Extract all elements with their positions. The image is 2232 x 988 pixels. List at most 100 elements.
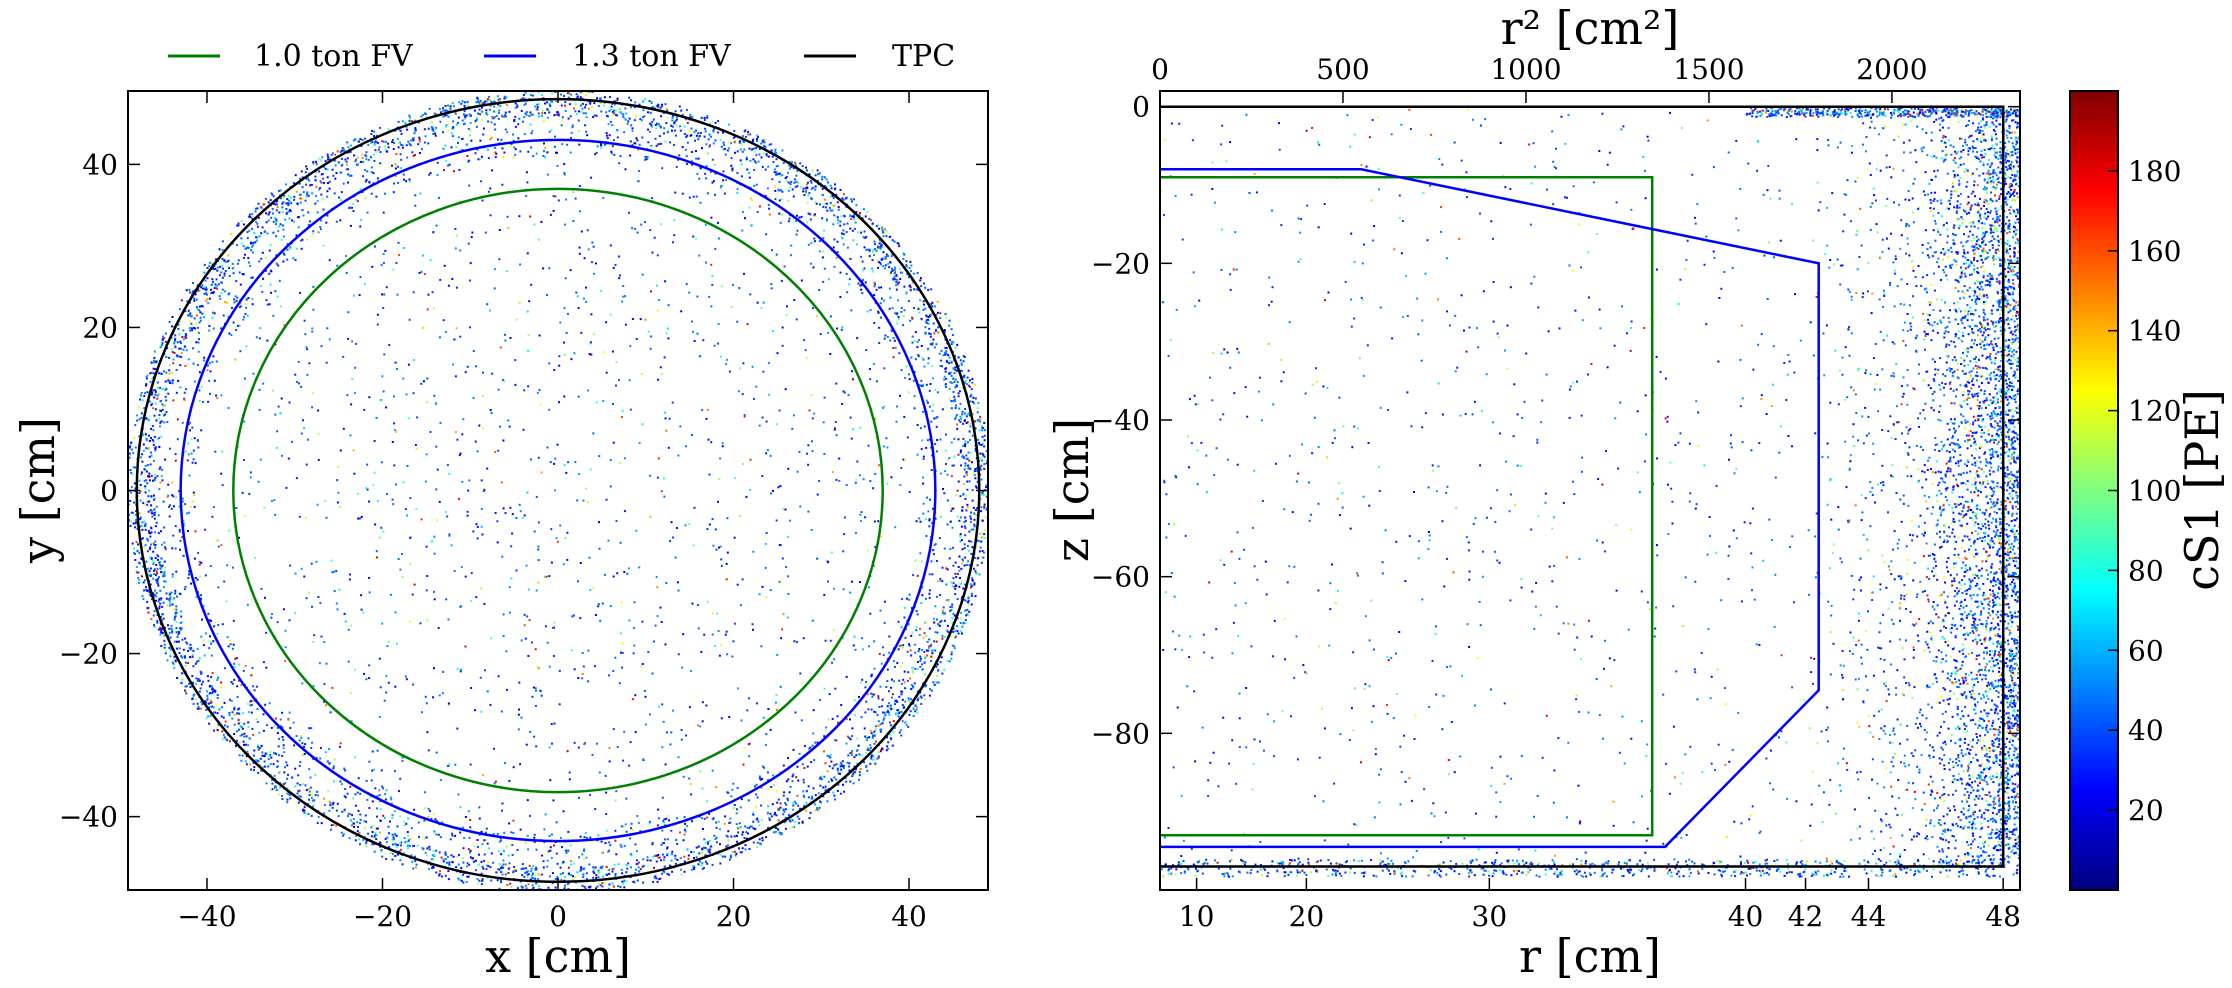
- event-point: [583, 297, 585, 300]
- event-point: [777, 165, 780, 167]
- event-point: [175, 369, 178, 371]
- event-point: [550, 723, 553, 726]
- event-point: [291, 440, 293, 443]
- event-point: [911, 666, 914, 669]
- event-point: [894, 346, 897, 349]
- event-point: [663, 821, 666, 824]
- event-point: [509, 506, 512, 509]
- event-point: [842, 193, 845, 196]
- event-point: [553, 369, 556, 371]
- event-point: [701, 147, 703, 150]
- event-point: [308, 798, 310, 801]
- event-point: [305, 597, 308, 600]
- event-point: [672, 115, 675, 117]
- event-point: [695, 237, 697, 240]
- event-point: [903, 681, 906, 684]
- event-point: [709, 170, 712, 173]
- event-point: [322, 244, 325, 247]
- event-point: [923, 661, 926, 664]
- event-point: [418, 152, 421, 154]
- event-point: [167, 483, 170, 486]
- event-point: [910, 264, 913, 267]
- event-point: [534, 648, 537, 651]
- event-point: [514, 148, 517, 151]
- event-point: [983, 536, 986, 539]
- event-point: [514, 125, 517, 128]
- event-point: [368, 807, 371, 809]
- event-point: [557, 113, 560, 116]
- event-point: [752, 138, 755, 141]
- event-point: [206, 369, 209, 372]
- event-point: [964, 516, 967, 519]
- event-point: [768, 393, 771, 396]
- event-point: [939, 579, 942, 582]
- event-point: [311, 605, 313, 608]
- event-point: [152, 592, 155, 595]
- event-point: [804, 349, 807, 352]
- event-point: [209, 692, 212, 694]
- event-point: [286, 787, 289, 790]
- event-point: [361, 156, 364, 159]
- event-point: [520, 109, 523, 112]
- event-point: [331, 571, 334, 574]
- event-point: [408, 844, 411, 847]
- event-point: [133, 501, 136, 504]
- event-point: [292, 721, 295, 724]
- event-point: [188, 573, 190, 576]
- event-point: [619, 155, 622, 158]
- event-point: [193, 327, 196, 329]
- event-point: [743, 415, 746, 418]
- event-point: [416, 416, 419, 419]
- event-point: [874, 725, 877, 728]
- event-point: [874, 728, 877, 731]
- event-point: [920, 427, 922, 430]
- event-point: [251, 276, 254, 279]
- event-point: [315, 163, 318, 166]
- event-point: [264, 269, 267, 272]
- event-point: [713, 834, 716, 837]
- event-point: [787, 199, 790, 202]
- event-point: [275, 220, 278, 223]
- event-point: [752, 820, 755, 823]
- event-point: [208, 640, 211, 643]
- event-point: [787, 799, 789, 802]
- event-point: [438, 694, 441, 697]
- event-point: [753, 785, 756, 788]
- event-point: [718, 828, 721, 831]
- event-point: [477, 158, 480, 161]
- event-point: [950, 441, 953, 444]
- event-point: [772, 831, 775, 834]
- event-point: [239, 302, 242, 305]
- event-point: [971, 595, 973, 597]
- event-point: [665, 582, 668, 584]
- event-point: [578, 856, 581, 859]
- event-point: [885, 686, 888, 688]
- event-point: [777, 486, 780, 489]
- event-point: [262, 729, 265, 732]
- event-point: [198, 399, 201, 402]
- event-point: [952, 627, 955, 630]
- event-point: [793, 414, 795, 417]
- event-point: [478, 817, 481, 820]
- event-point: [920, 345, 923, 347]
- event-point: [402, 247, 405, 249]
- event-point: [736, 150, 739, 153]
- event-point: [510, 144, 513, 147]
- event-point: [268, 249, 271, 252]
- event-point: [187, 650, 189, 652]
- event-point: [466, 514, 469, 517]
- event-point: [596, 742, 598, 745]
- event-point: [775, 165, 778, 168]
- event-point: [170, 507, 173, 510]
- event-point: [354, 756, 357, 759]
- event-point: [704, 172, 707, 175]
- event-point: [931, 462, 934, 465]
- event-point: [924, 621, 927, 624]
- event-point: [945, 433, 947, 436]
- event-point: [711, 283, 714, 286]
- event-point: [664, 417, 667, 420]
- event-point: [681, 113, 684, 116]
- event-point: [709, 848, 712, 851]
- event-point: [938, 624, 941, 627]
- event-point: [869, 480, 872, 483]
